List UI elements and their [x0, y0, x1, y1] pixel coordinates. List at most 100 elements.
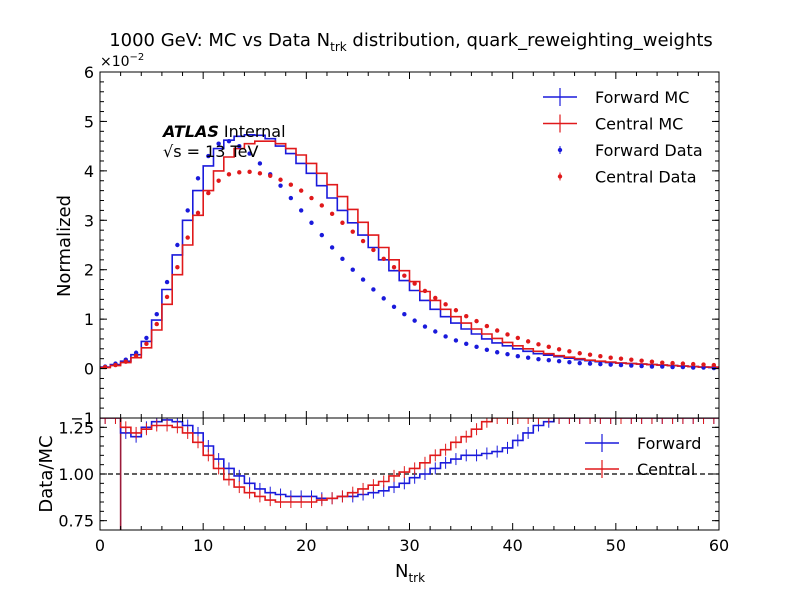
- central-data-point: [309, 195, 314, 201]
- forward-data-point: [381, 296, 386, 301]
- top-series-central-mc: [100, 140, 719, 369]
- central-data-point: [371, 247, 376, 253]
- top-legend-item: Central MC: [543, 114, 683, 134]
- central-data-point: [711, 362, 717, 368]
- forward-data-point: [484, 347, 490, 352]
- central-data-point: [257, 171, 263, 176]
- top-y-tick-label: 2: [84, 261, 94, 280]
- forward-data-point: [505, 352, 510, 357]
- forward-data-point: [288, 195, 294, 201]
- central-data-point: [288, 182, 294, 187]
- central-data-point: [577, 351, 582, 356]
- legend-label: Forward Data: [595, 141, 703, 160]
- central-data-point: [216, 178, 221, 183]
- x-tick-label: 60: [709, 536, 729, 555]
- x-tick-label: 10: [193, 536, 213, 555]
- forward-data-point: [525, 355, 531, 360]
- central-data-point: [587, 352, 593, 357]
- bottom-y-tick-label: 1.00: [58, 465, 94, 484]
- energy-label: √s = 13 TeV: [163, 142, 258, 161]
- central-data-point: [536, 342, 541, 347]
- top-y-tick-label: 6: [84, 63, 94, 82]
- top-y-tick-label: 3: [84, 211, 94, 230]
- forward-data-point: [577, 360, 582, 366]
- legend-label: Central: [637, 460, 695, 479]
- central-data-point: [660, 360, 665, 365]
- central-data-point: [484, 323, 490, 329]
- central-data-point: [515, 335, 521, 341]
- central-data-point: [123, 359, 128, 364]
- forward-data-point: [639, 363, 644, 369]
- top-plot-area: [100, 134, 719, 371]
- central-data-point: [381, 256, 386, 262]
- bottom-plot-area: [100, 418, 719, 530]
- forward-data-point: [309, 220, 314, 225]
- bottom-legend-item: Forward: [585, 434, 701, 453]
- central-data-point: [639, 358, 644, 363]
- central-data-point: [567, 349, 572, 354]
- forward-data-point: [391, 304, 397, 309]
- forward-data-point: [556, 358, 562, 364]
- forward-data-point: [494, 350, 500, 355]
- top-legend-item: Forward Data: [557, 141, 703, 160]
- legend-label: Central MC: [595, 115, 683, 134]
- central-data-point: [412, 281, 417, 286]
- top-series-central-data: [102, 169, 717, 370]
- forward-data-point: [546, 357, 551, 363]
- forward-data-point: [195, 176, 201, 181]
- forward-data-point: [680, 364, 686, 370]
- forward-data-point: [649, 364, 655, 369]
- central-data-point: [329, 211, 335, 217]
- forward-data-point: [237, 143, 242, 149]
- central-data-point: [237, 170, 242, 175]
- forward-data-point: [536, 356, 541, 362]
- central-data-point: [618, 356, 624, 361]
- forward-data-point: [371, 287, 376, 292]
- central-data-point: [206, 190, 211, 196]
- forward-data-point: [587, 361, 593, 366]
- central-data-point: [175, 265, 180, 270]
- central-data-point: [701, 362, 706, 367]
- central-data-point: [319, 203, 325, 208]
- forward-data-point: [402, 312, 407, 317]
- x-tick-label: 30: [399, 536, 419, 555]
- central-data-point: [556, 347, 562, 352]
- central-data-point: [226, 172, 232, 177]
- central-data-point: [494, 328, 500, 333]
- forward-data-point: [453, 338, 459, 343]
- top-y-multiplier: ×10−2: [100, 52, 144, 70]
- central-data-point: [546, 344, 551, 350]
- forward-data-point: [350, 267, 355, 272]
- central-data-point: [433, 295, 438, 301]
- forward-data-point: [278, 183, 283, 188]
- legend-label: Forward MC: [595, 88, 689, 107]
- forward-data-point: [154, 312, 159, 317]
- forward-data-point: [175, 242, 180, 248]
- forward-data-point: [691, 365, 696, 370]
- forward-data-point: [474, 344, 479, 350]
- central-data-point: [268, 173, 273, 178]
- top-legend-item: Forward MC: [543, 88, 689, 107]
- central-data-point: [608, 355, 613, 360]
- legend-label: Forward: [637, 434, 701, 453]
- forward-data-point: [433, 329, 438, 334]
- forward-data-point: [257, 161, 263, 166]
- forward-data-point: [226, 139, 232, 144]
- central-data-point: [691, 361, 696, 367]
- bottom-panel: 0.75 1.00 1.25 Forward Central 0 10 20 30 40 50 60: [58, 417, 729, 555]
- central-data-point: [670, 360, 675, 366]
- bottom-legend-item: Central: [585, 460, 695, 479]
- forward-data-point: [629, 363, 634, 368]
- central-data-point: [649, 359, 655, 364]
- central-data-point: [340, 220, 345, 225]
- central-data-point: [598, 354, 603, 359]
- central-data-point: [474, 318, 479, 324]
- forward-data-point: [422, 324, 428, 329]
- forward-data-point: [247, 151, 252, 156]
- forward-data-point: [340, 256, 345, 262]
- central-data-point: [629, 357, 634, 362]
- forward-data-point: [185, 208, 190, 213]
- forward-data-point: [360, 277, 366, 282]
- central-data-point: [680, 361, 686, 366]
